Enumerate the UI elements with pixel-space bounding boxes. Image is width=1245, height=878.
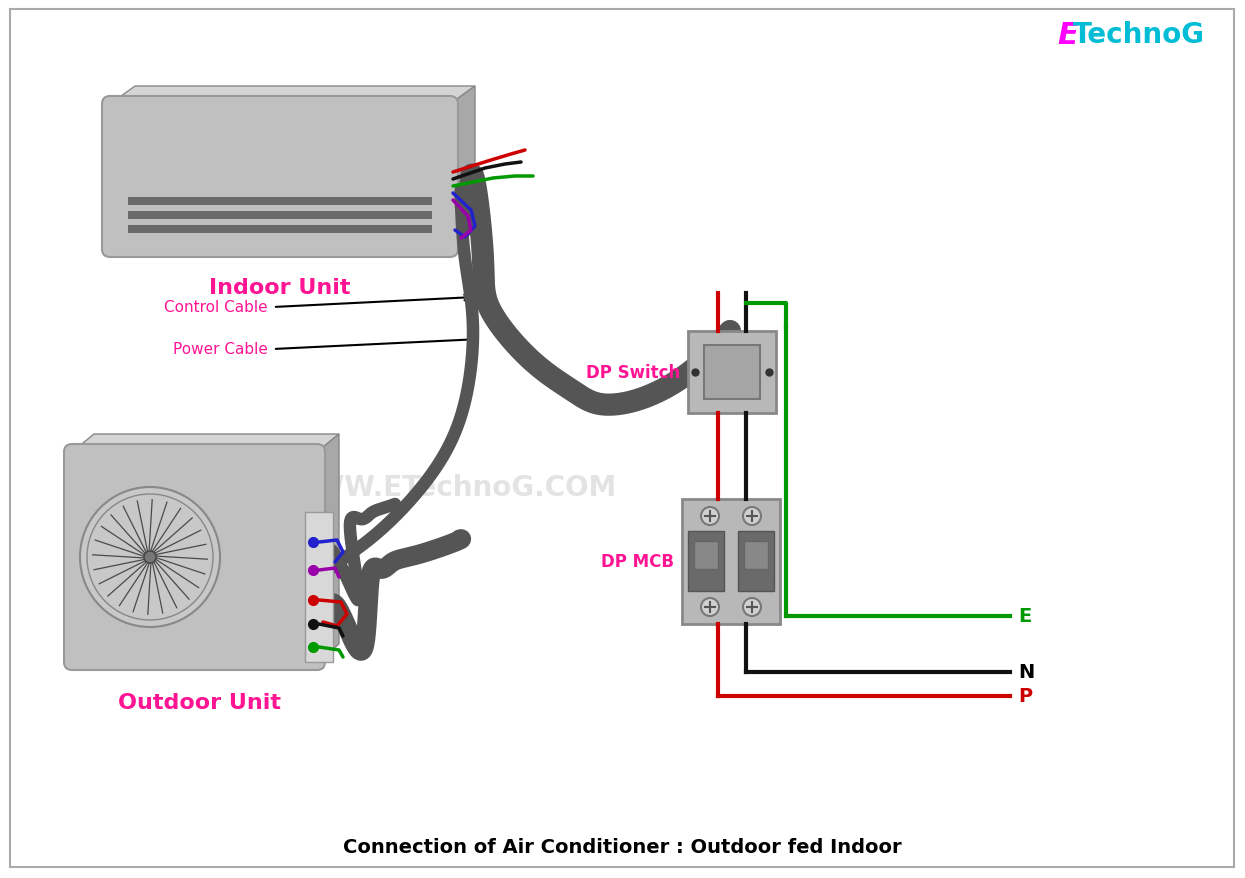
Text: Power Cable: Power Cable bbox=[173, 342, 268, 357]
FancyBboxPatch shape bbox=[63, 444, 325, 670]
Bar bbox=[703, 346, 759, 399]
Bar bbox=[128, 226, 432, 234]
Text: DP MCB: DP MCB bbox=[601, 552, 674, 571]
Text: E: E bbox=[1018, 607, 1031, 626]
Text: TechnoG: TechnoG bbox=[1073, 21, 1205, 49]
Bar bbox=[682, 500, 781, 624]
Polygon shape bbox=[72, 435, 339, 452]
Circle shape bbox=[743, 598, 761, 616]
Text: DP Switch: DP Switch bbox=[585, 363, 680, 382]
Polygon shape bbox=[449, 87, 476, 249]
Text: WWW.ETechnoG.COM: WWW.ETechnoG.COM bbox=[284, 473, 616, 501]
Circle shape bbox=[701, 598, 720, 616]
Bar bbox=[745, 542, 768, 569]
Circle shape bbox=[743, 507, 761, 525]
Bar bbox=[305, 513, 332, 662]
FancyBboxPatch shape bbox=[102, 97, 458, 258]
Polygon shape bbox=[317, 435, 339, 662]
Text: P: P bbox=[1018, 687, 1032, 706]
Bar bbox=[688, 332, 776, 414]
Bar bbox=[128, 212, 432, 220]
Bar bbox=[688, 531, 725, 591]
Text: E: E bbox=[1057, 20, 1078, 49]
Circle shape bbox=[144, 551, 156, 564]
Bar bbox=[128, 198, 432, 205]
Bar bbox=[693, 542, 718, 569]
Bar bbox=[738, 531, 774, 591]
Text: Indoor Unit: Indoor Unit bbox=[209, 277, 351, 298]
Text: Outdoor Unit: Outdoor Unit bbox=[117, 692, 280, 712]
Text: N: N bbox=[1018, 663, 1035, 681]
Circle shape bbox=[80, 487, 220, 627]
Polygon shape bbox=[110, 87, 476, 104]
Text: Connection of Air Conditioner : Outdoor fed Indoor: Connection of Air Conditioner : Outdoor … bbox=[342, 838, 901, 857]
Circle shape bbox=[701, 507, 720, 525]
Text: Control Cable: Control Cable bbox=[164, 300, 268, 315]
